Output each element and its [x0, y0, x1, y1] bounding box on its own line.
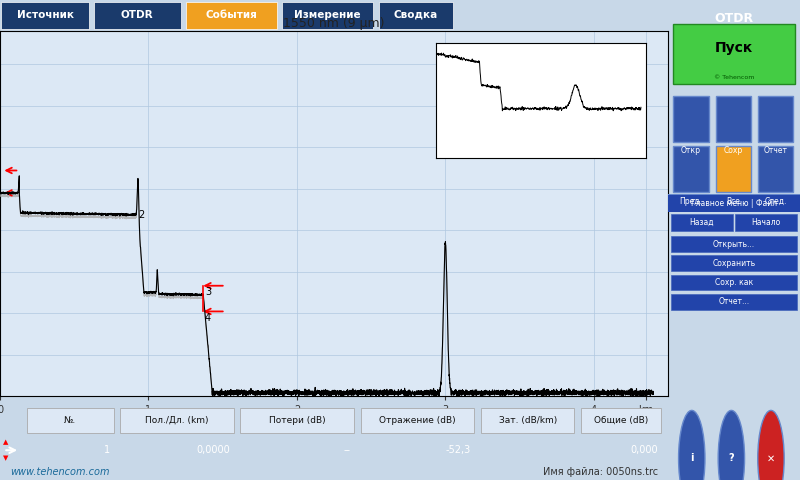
Text: Зат. (dB/km): Зат. (dB/km): [498, 416, 557, 425]
Text: --: --: [344, 445, 350, 455]
Bar: [670, 294, 798, 310]
Text: Сводка: Сводка: [394, 10, 438, 20]
Text: 0,0000: 0,0000: [197, 445, 230, 455]
Bar: [481, 408, 574, 433]
Bar: [120, 408, 234, 433]
Text: Все: Все: [726, 197, 740, 206]
Text: ✕: ✕: [767, 454, 775, 463]
Text: ?: ?: [729, 454, 734, 463]
Bar: [361, 408, 474, 433]
Text: Измерение: Измерение: [294, 10, 361, 20]
Text: Пол./Дл. (km): Пол./Дл. (km): [146, 416, 209, 425]
Text: 1: 1: [104, 445, 110, 455]
Bar: [378, 2, 453, 29]
Bar: [674, 24, 794, 84]
Text: Источник: Источник: [17, 10, 74, 20]
Text: Сохр. как: Сохр. как: [715, 278, 753, 287]
Bar: [670, 255, 798, 271]
Text: Отражение (dB): Отражение (dB): [379, 416, 456, 425]
Circle shape: [678, 410, 705, 480]
Text: -52,3: -52,3: [446, 445, 471, 455]
Bar: [674, 146, 709, 192]
Bar: [2, 2, 89, 29]
Text: Пред.: Пред.: [680, 197, 702, 206]
Bar: [670, 236, 798, 252]
Bar: [668, 194, 800, 196]
Bar: [94, 2, 181, 29]
Text: Открыть...: Открыть...: [713, 240, 755, 249]
Bar: [715, 96, 751, 142]
Text: OTDR: OTDR: [714, 12, 754, 25]
Text: ▲: ▲: [2, 440, 8, 445]
Circle shape: [718, 410, 745, 480]
Text: Потери (dB): Потери (dB): [269, 416, 326, 425]
Text: События: События: [205, 10, 257, 20]
Text: i: i: [690, 454, 694, 463]
Bar: [26, 408, 114, 433]
Bar: [715, 146, 751, 192]
Text: 2: 2: [138, 210, 144, 220]
Bar: [758, 146, 794, 192]
Text: Пуск: Пуск: [715, 41, 753, 55]
Bar: [670, 214, 733, 231]
Text: След.: След.: [764, 197, 786, 206]
Text: Отчет...: Отчет...: [718, 297, 750, 306]
Title: 1550 nm (9 μm): 1550 nm (9 μm): [283, 17, 385, 30]
Text: Отчет: Отчет: [763, 146, 787, 156]
Text: 0,000: 0,000: [630, 445, 658, 455]
Bar: [670, 275, 798, 290]
Circle shape: [758, 410, 784, 480]
Bar: [668, 195, 800, 212]
Bar: [735, 214, 798, 231]
Text: Сохранить: Сохранить: [713, 259, 755, 268]
Text: www.tehencom.com: www.tehencom.com: [10, 467, 110, 477]
Bar: [758, 96, 794, 142]
Bar: [282, 2, 373, 29]
Text: Назад: Назад: [690, 218, 714, 227]
Text: Главное меню | Файл: Главное меню | Файл: [691, 200, 777, 208]
Text: №.: №.: [64, 416, 76, 425]
Bar: [186, 2, 277, 29]
Text: Откр: Откр: [681, 146, 701, 156]
Bar: [581, 408, 662, 433]
Text: OTDR: OTDR: [121, 10, 154, 20]
Text: Имя файла: 0050ns.trc: Имя файла: 0050ns.trc: [543, 467, 658, 477]
Bar: [674, 96, 709, 142]
Text: 3: 3: [205, 287, 211, 297]
Text: Общие (dB): Общие (dB): [594, 416, 648, 425]
Bar: [241, 408, 354, 433]
Text: © Tehencom: © Tehencom: [714, 75, 754, 80]
Text: ▼: ▼: [2, 455, 8, 461]
Text: Сохр: Сохр: [724, 146, 743, 156]
Text: 4: 4: [205, 312, 211, 323]
Text: Начало: Начало: [752, 218, 781, 227]
